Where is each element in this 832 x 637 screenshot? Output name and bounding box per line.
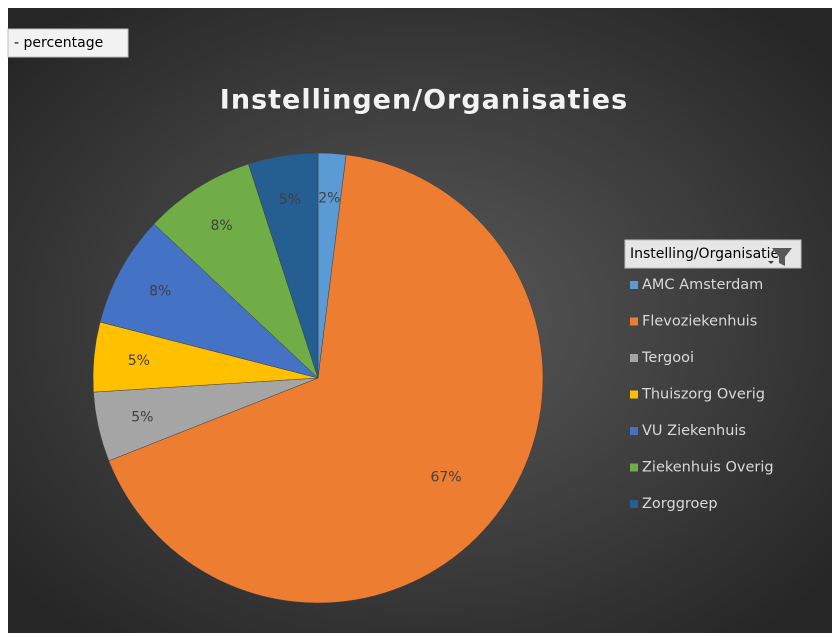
data-label: 2%	[318, 190, 340, 206]
data-label: 67%	[430, 469, 461, 485]
data-label: 5%	[131, 409, 153, 425]
data-label: 5%	[279, 192, 301, 208]
legend-title-box	[624, 239, 802, 269]
legend-swatch	[630, 500, 638, 508]
data-label: 8%	[210, 218, 232, 234]
legend-swatch	[630, 281, 638, 289]
legend-swatch	[630, 317, 638, 326]
pie-slice	[248, 152, 319, 379]
legend-swatch	[630, 463, 638, 472]
legend-swatch	[630, 427, 638, 435]
legend-title: Instelling/Organisatie	[630, 246, 779, 262]
legend-swatch	[630, 390, 638, 399]
legend-label: VU Ziekenhuis	[642, 423, 746, 439]
legend-swatch	[630, 354, 638, 362]
data-label: 5%	[128, 353, 150, 369]
pie-slice	[153, 163, 319, 379]
legend-label: Thuiszorg Overig	[641, 387, 765, 403]
pie-slice	[108, 154, 544, 604]
filter-icon[interactable]	[772, 248, 792, 266]
field-button-label: - percentage	[14, 35, 103, 51]
legend-label: Flevoziekenhuis	[642, 314, 757, 330]
field-button[interactable]	[7, 28, 129, 58]
legend-label: AMC Amsterdam	[642, 277, 763, 293]
data-label: 8%	[149, 283, 171, 299]
legend-label: Ziekenhuis Overig	[642, 460, 774, 476]
dropdown-icon[interactable]	[768, 261, 774, 264]
legend-label: Tergooi	[641, 350, 694, 366]
pie-slice	[99, 223, 319, 379]
chart-title: Instellingen/Organisaties	[220, 85, 628, 116]
legend-label: Zorggroep	[642, 496, 718, 512]
